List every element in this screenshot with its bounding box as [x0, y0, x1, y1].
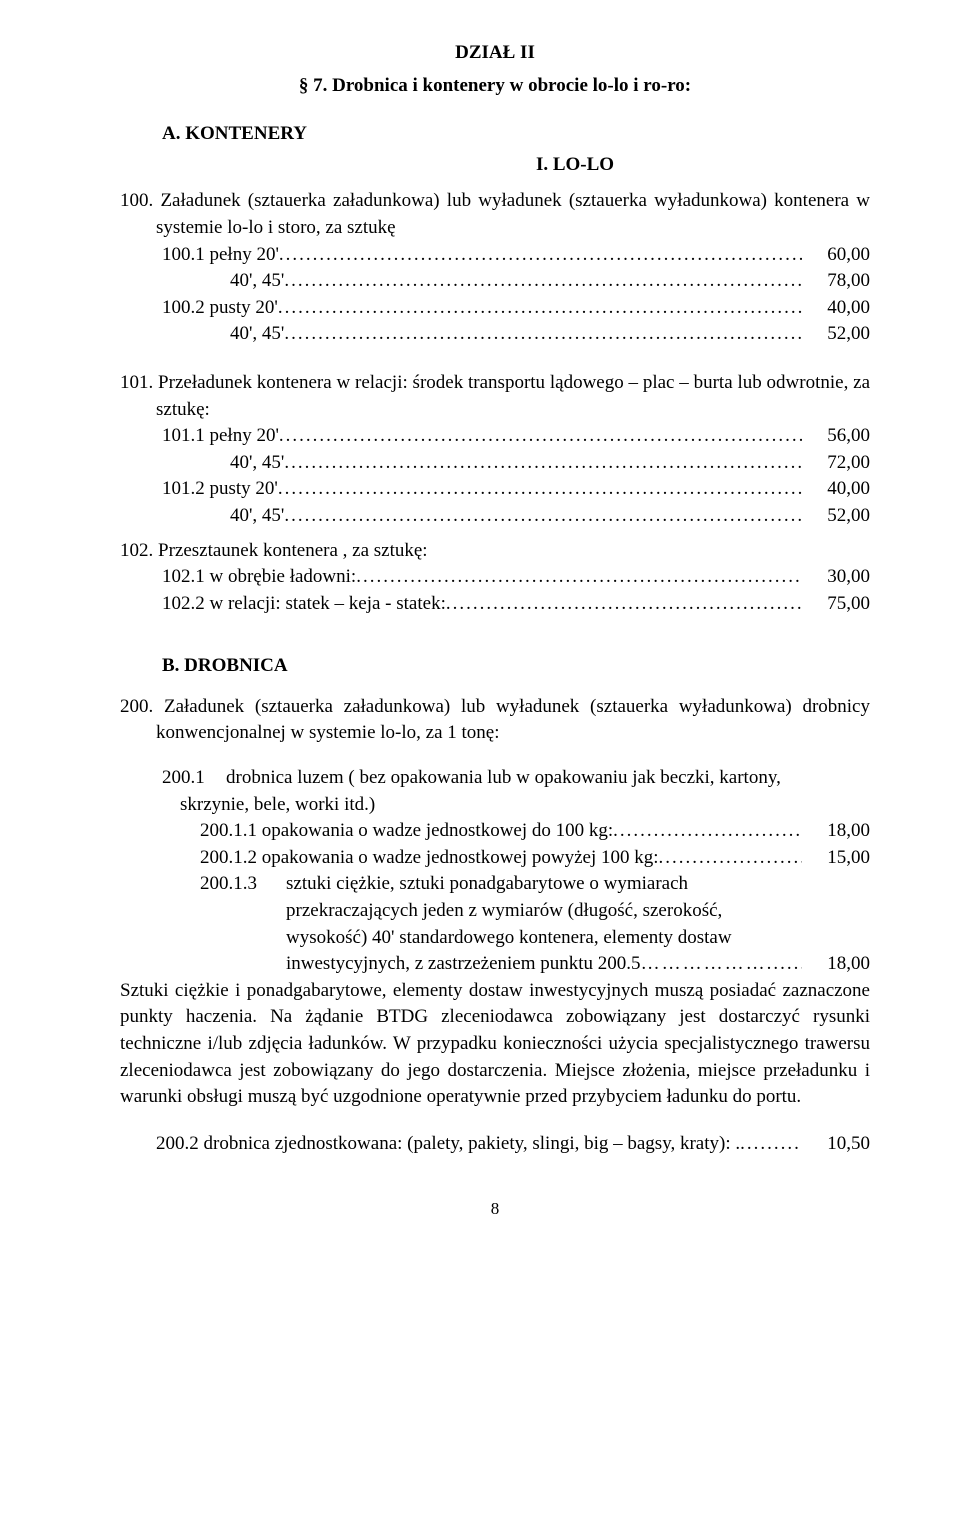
row-200-1-3-l3: wysokość) 40' standardowego kontenera, e… [120, 925, 870, 952]
item-100: 100. Załadunek (sztauerka załadunkowa) l… [120, 188, 870, 348]
row-101-2: 101.2 pusty 20' 40,00 [120, 476, 870, 503]
row-102-2: 102.2 w relacji: statek – keja - statek:… [120, 591, 870, 618]
label-200-1-3: 200.1.3 [200, 871, 286, 898]
row-200-1-1: 200.1.1 opakowania o wadze jednostkowej … [120, 818, 870, 845]
label: 102.1 w obrębie ładowni: [162, 564, 802, 591]
row-200-1-3-l1: 200.1.3 sztuki ciężkie, sztuki ponadgaba… [120, 871, 870, 898]
row-101-2b: 40', 45' 52,00 [120, 503, 870, 530]
subhead-lolo: I. LO-LO [120, 152, 870, 179]
label: 102.2 w relacji: statek – keja - statek: [162, 591, 802, 618]
item-102: 102. Przesztaunek kontenera , za sztukę:… [120, 538, 870, 618]
label: 101.1 pełny 20' [162, 423, 802, 450]
label: 40', 45' [230, 450, 802, 477]
value: 60,00 [802, 242, 870, 269]
label: inwestycyjnych, z zastrzeżeniem punktu 2… [286, 951, 802, 978]
item-101: 101. Przeładunek kontenera w relacji: śr… [120, 370, 870, 530]
subhead-a: A. KONTENERY [120, 121, 870, 148]
item-200: 200. Załadunek (sztauerka załadunkowa) l… [120, 694, 870, 978]
row-101-1: 101.1 pełny 20' 56,00 [120, 423, 870, 450]
value: 52,00 [802, 503, 870, 530]
item-101-intro: 101. Przeładunek kontenera w relacji: śr… [120, 370, 870, 423]
heading-dzial: DZIAŁ II [120, 40, 870, 67]
label: 101.2 pusty 20' [162, 476, 802, 503]
row-100-1b: 40', 45' 78,00 [120, 268, 870, 295]
value: 15,00 [802, 845, 870, 872]
item-200-intro: 200. Załadunek (sztauerka załadunkowa) l… [120, 694, 870, 747]
value: 18,00 [802, 951, 870, 978]
value: 56,00 [802, 423, 870, 450]
label: 200.1.1 opakowania o wadze jednostkowej … [200, 818, 802, 845]
value: 40,00 [802, 476, 870, 503]
subhead-b: B. DROBNICA [120, 653, 870, 680]
label: 100.1 pełny 20' [162, 242, 802, 269]
value: 30,00 [802, 564, 870, 591]
row-100-1: 100.1 pełny 20' 60,00 [120, 242, 870, 269]
page-number: 8 [120, 1197, 870, 1221]
item-100-intro: 100. Załadunek (sztauerka załadunkowa) l… [120, 188, 870, 241]
label-200-1: 200.1 [162, 765, 226, 792]
label: 100.2 pusty 20' [162, 295, 802, 322]
row-200-2: 200.2 drobnica zjednostkowana: (palety, … [120, 1131, 870, 1158]
row-101-1b: 40', 45' 72,00 [120, 450, 870, 477]
item-200-1-line1: 200.1 drobnica luzem ( bez opakowania lu… [120, 765, 870, 792]
row-100-2b: 40', 45' 52,00 [120, 321, 870, 348]
value: 18,00 [802, 818, 870, 845]
heading-section: § 7. Drobnica i kontenery w obrocie lo-l… [120, 73, 870, 100]
value: 72,00 [802, 450, 870, 477]
item-200-1-line2: skrzynie, bele, worki itd.) [120, 792, 870, 819]
row-100-2: 100.2 pusty 20' 40,00 [120, 295, 870, 322]
item-102-intro: 102. Przesztaunek kontenera , za sztukę: [120, 538, 870, 565]
row-200-1-3-l4: inwestycyjnych, z zastrzeżeniem punktu 2… [120, 951, 870, 978]
value: 52,00 [802, 321, 870, 348]
value: 10,50 [802, 1131, 870, 1158]
value: 75,00 [802, 591, 870, 618]
text: drobnica luzem ( bez opakowania lub w op… [226, 765, 781, 792]
label: 40', 45' [230, 503, 802, 530]
label: 200.1.2 opakowania o wadze jednostkowej … [200, 845, 802, 872]
row-200-1-3-l2: przekraczających jeden z wymiarów (długo… [120, 898, 870, 925]
row-200-1-2: 200.1.2 opakowania o wadze jednostkowej … [120, 845, 870, 872]
label: 40', 45' [230, 321, 802, 348]
value: 78,00 [802, 268, 870, 295]
label: 200.2 drobnica zjednostkowana: (palety, … [156, 1131, 802, 1158]
row-102-1: 102.1 w obrębie ładowni: 30,00 [120, 564, 870, 591]
text: sztuki ciężkie, sztuki ponadgabarytowe o… [286, 871, 688, 898]
document-page: DZIAŁ II § 7. Drobnica i kontenery w obr… [0, 0, 960, 1261]
label: 40', 45' [230, 268, 802, 295]
note-200: Sztuki ciężkie i ponadgabarytowe, elemen… [120, 978, 870, 1111]
value: 40,00 [802, 295, 870, 322]
